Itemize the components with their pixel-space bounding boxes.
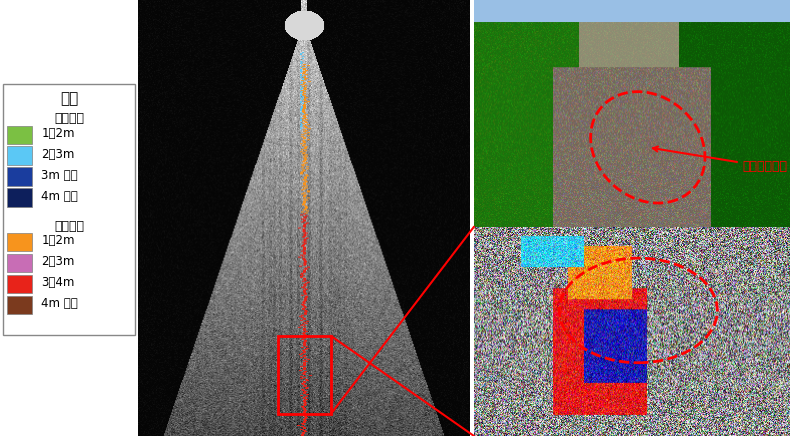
Text: 3～4m: 3～4m [42, 276, 75, 289]
Text: 堆積した土砂: 堆積した土砂 [653, 146, 788, 173]
FancyBboxPatch shape [7, 146, 32, 165]
FancyBboxPatch shape [3, 84, 136, 335]
FancyBboxPatch shape [7, 296, 32, 314]
FancyBboxPatch shape [7, 254, 32, 272]
FancyBboxPatch shape [7, 126, 32, 144]
FancyBboxPatch shape [7, 275, 32, 293]
Text: 3m 以上: 3m 以上 [42, 169, 78, 182]
Text: 1～2m: 1～2m [42, 234, 75, 247]
Text: 1～2m: 1～2m [42, 127, 75, 140]
FancyBboxPatch shape [7, 188, 32, 207]
Text: 4m 以上: 4m 以上 [42, 190, 78, 203]
FancyBboxPatch shape [7, 233, 32, 251]
Bar [277, 336, 331, 414]
Text: 2～3m: 2～3m [42, 148, 75, 161]
FancyBboxPatch shape [7, 167, 32, 186]
Text: ＜堆積＞: ＜堆積＞ [55, 220, 84, 233]
Text: 4m 以上: 4m 以上 [42, 297, 78, 310]
Text: ＜侵食＞: ＜侵食＞ [55, 112, 84, 126]
Text: 2～3m: 2～3m [42, 255, 75, 268]
Text: 凡例: 凡例 [60, 92, 78, 106]
